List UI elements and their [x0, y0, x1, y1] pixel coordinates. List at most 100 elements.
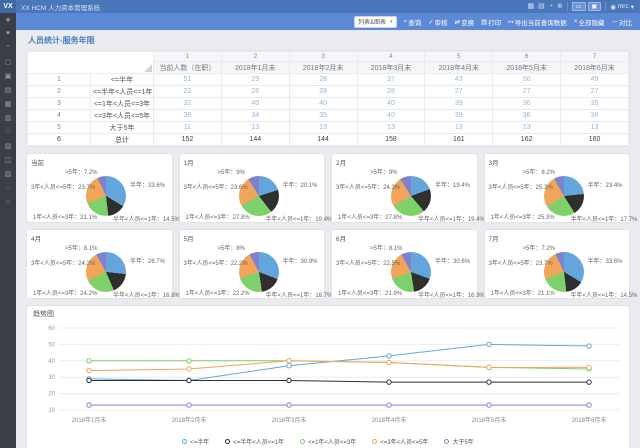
data-point[interactable]	[586, 364, 592, 371]
view-mode-value: 列表&图表	[358, 20, 387, 26]
module-10-icon[interactable]: ⁘	[5, 185, 11, 192]
column-header: 2018年1月末	[220, 61, 290, 74]
legend-item-0[interactable]: <=半年	[182, 437, 209, 446]
module-7-icon[interactable]: ▧	[4, 143, 12, 150]
favorite-icon[interactable]: ★	[4, 17, 12, 24]
globe-icon[interactable]: ⊕	[557, 3, 563, 10]
pie-card-title: 7月	[488, 236, 499, 243]
collapse-icon[interactable]: ⌃	[5, 45, 11, 52]
cell-value: 35	[560, 97, 629, 110]
legend-label: <=1年<人员<=3年	[308, 440, 357, 446]
svg-text:50: 50	[48, 342, 55, 348]
column-header: 2018年4月末	[424, 61, 494, 74]
cell-value: 32	[153, 97, 222, 110]
data-point[interactable]	[586, 402, 592, 408]
column-header: 2018年6月末	[560, 61, 629, 74]
hide-all-button[interactable]: × 全部隐藏	[574, 17, 605, 27]
legend-item-1[interactable]: <=半年<人员<=1年	[225, 437, 284, 446]
compare-button[interactable]: ↔ 对比	[612, 17, 633, 27]
data-point[interactable]	[386, 359, 392, 366]
module-2-icon[interactable]: ▣	[4, 73, 12, 80]
data-point[interactable]	[486, 364, 492, 371]
pie-slice-label: 3年<人员<=5年：23.7%	[488, 261, 553, 267]
pie-slice-label: 1年<人员<=3年：27.8%	[185, 215, 250, 221]
data-point[interactable]	[286, 358, 292, 364]
user-card-button[interactable]: ▭	[571, 2, 586, 11]
calendar-icon[interactable]: ▦	[527, 3, 535, 10]
data-point[interactable]	[186, 358, 192, 364]
transform-button[interactable]: ⇄ 变换	[455, 17, 474, 27]
column-number: 3	[288, 51, 358, 62]
cell-value: 51	[153, 73, 222, 86]
module-1-icon[interactable]: ▢	[4, 59, 12, 66]
trend-chart-svg: 10 20 30 40 50 60 2018年1月末 2018年2月末 2018年3月末 2018…	[48, 326, 619, 424]
module-5-icon[interactable]: ▥	[4, 115, 12, 122]
apps-icon[interactable]: ▤	[538, 3, 545, 10]
module-4-icon[interactable]: ▦	[4, 101, 12, 108]
layout-button[interactable]: ▣	[587, 2, 602, 11]
history-icon[interactable]: ◔	[548, 3, 553, 10]
table-row: 3 <=1年<人员<=3年 32 40 40 40 39 36 35	[27, 97, 629, 110]
module-8-icon[interactable]: ◫	[4, 157, 12, 164]
column-header: 2018年5月末	[492, 61, 562, 74]
row-label: <=半年<人员<=1年	[90, 85, 154, 98]
module-9-icon[interactable]: ▨	[4, 171, 12, 178]
module-3-icon[interactable]: ▤	[4, 87, 12, 94]
data-point[interactable]	[186, 402, 192, 408]
legend-label: <=3年<人员<=5年	[380, 440, 429, 446]
data-point[interactable]	[286, 377, 292, 384]
data-point[interactable]	[486, 341, 492, 348]
cell-value: 28	[288, 85, 358, 98]
page-title: 人员统计-服务年限	[28, 36, 95, 45]
data-point[interactable]	[86, 358, 92, 364]
trend-chart-title: 趋势图	[33, 311, 54, 318]
data-point[interactable]	[386, 353, 392, 359]
pie-card-title: 5月	[183, 236, 194, 243]
data-point[interactable]	[386, 379, 392, 385]
column-number: 6	[492, 51, 562, 62]
data-point[interactable]	[586, 379, 592, 385]
view-mode-select[interactable]: 列表&图表 ▾	[354, 15, 397, 28]
data-point[interactable]	[186, 366, 192, 372]
trend-chart-card: 趋势图 10 20 30 40 50 60 2018年1月末 2018年2月末 2018年3月末…	[26, 305, 630, 448]
search-button[interactable]: ⌕ 查询	[404, 17, 422, 27]
column-header: 2018年2月末	[288, 61, 358, 74]
module-6-icon[interactable]: ○	[5, 128, 11, 135]
cell-value: 27	[560, 85, 629, 98]
data-point[interactable]	[86, 367, 92, 374]
data-point[interactable]	[286, 363, 292, 369]
line-series-0	[88, 343, 590, 381]
legend-item-4[interactable]: 大于5年	[444, 437, 474, 446]
audit-button-label: 审核	[434, 19, 448, 27]
data-point[interactable]	[86, 402, 92, 408]
line-series-3	[88, 360, 589, 372]
search-button-label: 查询	[408, 19, 422, 27]
header-icon-group: ▦ ▤ ◔ ⊕	[528, 0, 563, 13]
data-point[interactable]	[386, 402, 392, 408]
cell-value: 49	[560, 73, 629, 86]
user-menu[interactable]: ◉ mrc ▾	[610, 3, 634, 11]
pie-slice-label: 半年：19.4%	[435, 183, 471, 189]
legend-item-2[interactable]: <=1年<人员<=3年	[300, 437, 356, 446]
topbar-actions: ▦ ▤ ◔ ⊕ ▭ ▣ ◉ mrc ▾	[528, 0, 640, 13]
data-point[interactable]	[86, 377, 92, 384]
legend-marker-icon	[182, 439, 188, 444]
data-point[interactable]	[586, 343, 592, 349]
audit-button[interactable]: ✓ 审核	[428, 17, 447, 27]
home-icon[interactable]: ⌂	[5, 198, 11, 205]
pie-slice-label: >5年：9%	[370, 170, 398, 176]
data-point[interactable]	[486, 379, 492, 385]
data-point[interactable]	[186, 377, 192, 384]
print-button[interactable]: ▤ 打印	[481, 17, 501, 27]
legend-item-3[interactable]: <=3年<人员<=5年	[372, 437, 428, 446]
cell-value: 28	[356, 85, 426, 98]
heart-icon[interactable]: ♥	[5, 30, 11, 37]
row-number: 3	[27, 97, 91, 110]
export-button[interactable]: ↦ 导出当前查询数据	[508, 17, 566, 27]
data-point[interactable]	[486, 402, 492, 408]
table-row: 1 <=半年 51 29 28 37 43 50 49	[27, 73, 629, 86]
pie-slice-label: 1年<人员<=3年：24.2%	[33, 291, 98, 297]
export-button-label: 导出当前查询数据	[514, 19, 567, 27]
data-point[interactable]	[286, 402, 292, 408]
